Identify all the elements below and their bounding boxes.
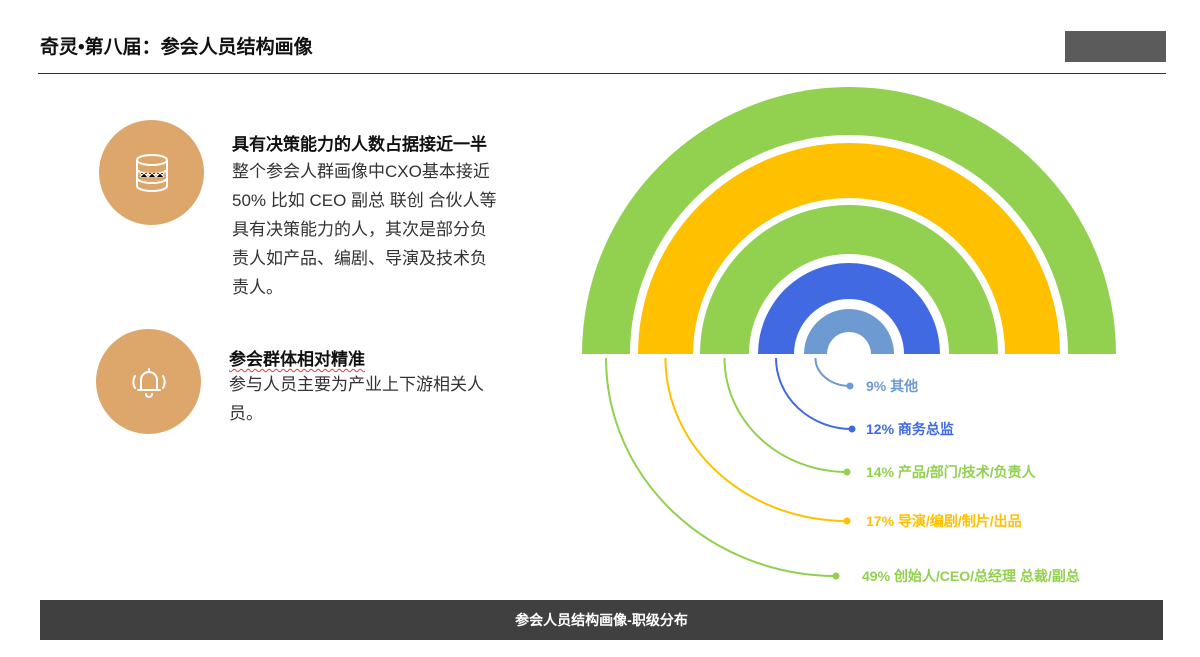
- block-1-heading: 具有决策能力的人数占据接近一半: [232, 135, 487, 154]
- ring-segment: [804, 309, 894, 354]
- data-label: 14% 产品/部门/技术/负责人: [866, 464, 1037, 480]
- ring-segment: [582, 87, 1116, 354]
- leader-line: [664, 357, 848, 522]
- block-1-body: 整个参会人群画像中CXO基本接近 50% 比如 CEO 副总 联创 合伙人等 具…: [232, 157, 496, 302]
- title-divider: [38, 73, 1166, 74]
- block-2-heading: 参会群体相对精准: [229, 350, 365, 369]
- data-label: 9% 其他: [866, 378, 918, 394]
- database-icon: [135, 153, 168, 192]
- page-title: 奇灵•第八届：参会人员结构画像: [40, 37, 313, 58]
- block-2-line: 员。: [229, 404, 263, 423]
- ring-segment: [758, 263, 940, 354]
- leader-line: [605, 357, 837, 577]
- leader-dot: [843, 468, 851, 476]
- chart-caption: 参会人员结构画像-职级分布: [515, 612, 688, 628]
- bell-icon-circle: [96, 329, 201, 434]
- leader-dot: [846, 382, 854, 390]
- corner-placeholder-box: [1065, 31, 1166, 62]
- block-2-line: 参与人员主要为产业上下游相关人: [229, 375, 484, 394]
- block-1-line: 具有决策能力的人，其次是部分负: [232, 220, 487, 239]
- block-2-body: 参与人员主要为产业上下游相关人 员。: [229, 370, 484, 428]
- block-1-line: 整个参会人群画像中CXO基本接近: [232, 162, 490, 181]
- block-1-line: 责人。: [232, 278, 283, 297]
- leader-dot: [848, 425, 856, 433]
- leader-dot: [843, 517, 851, 525]
- leader-dot: [832, 572, 840, 580]
- block-1-line: 50% 比如 CEO 副总 联创 合伙人等: [232, 191, 497, 210]
- leader-line: [723, 357, 848, 473]
- leader-line: [814, 357, 851, 387]
- data-label: 49% 创始人/CEO/总经理 总裁/副总: [862, 568, 1080, 584]
- data-label: 12% 商务总监: [866, 421, 954, 437]
- leader-line: [775, 357, 853, 430]
- data-label: 17% 导演/编剧/制片/出品: [866, 513, 1022, 529]
- database-icon-circle: [99, 120, 204, 225]
- ring-segment: [700, 205, 998, 354]
- chart-caption-bar: 参会人员结构画像-职级分布: [40, 600, 1163, 640]
- bell-icon: [131, 367, 166, 398]
- block-1-line: 责人如产品、编剧、导演及技术负: [232, 249, 487, 268]
- ring-segment: [638, 143, 1060, 354]
